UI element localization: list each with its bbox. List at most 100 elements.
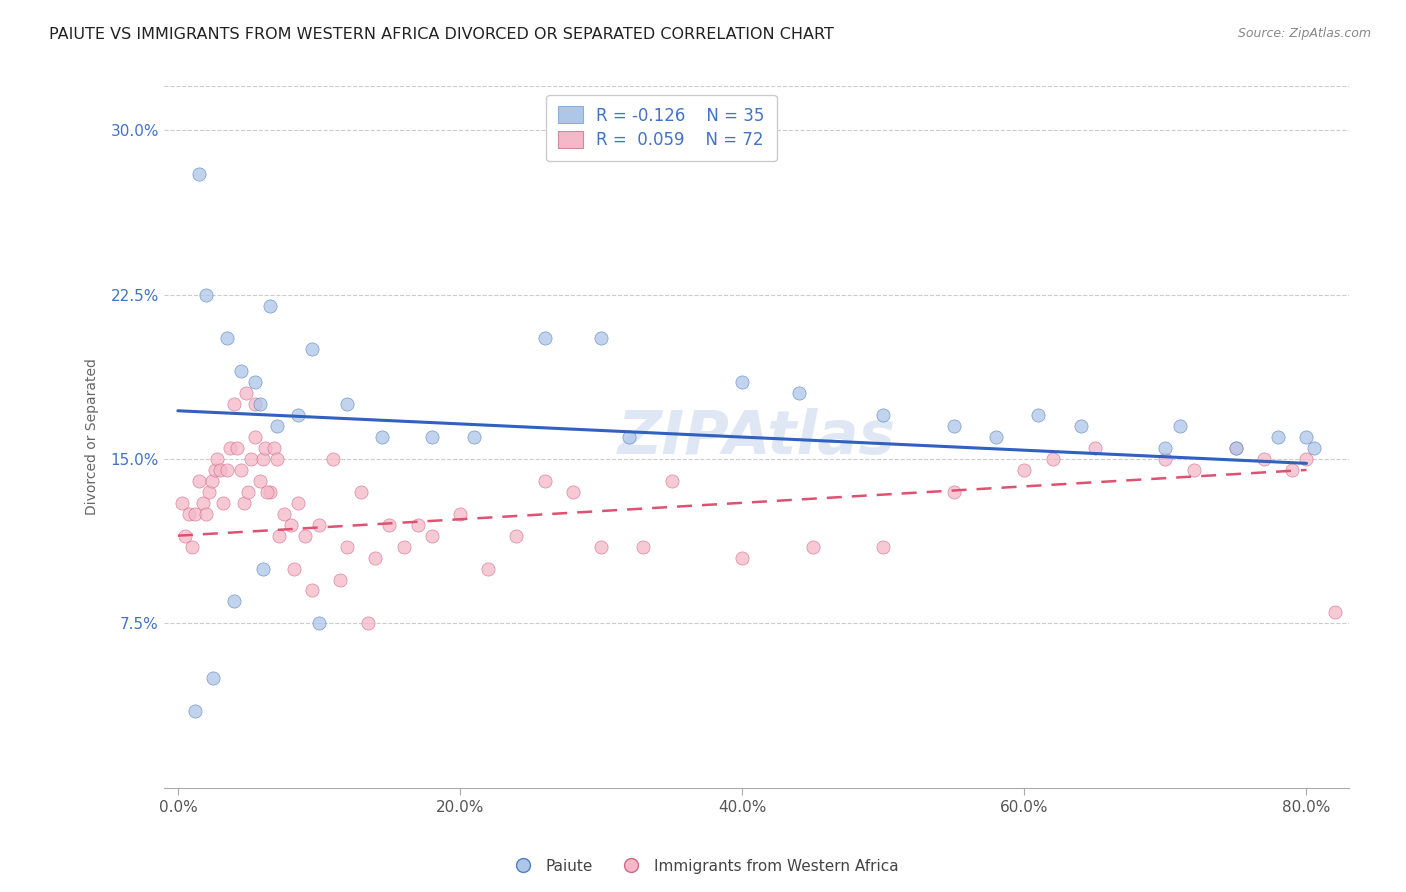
- Point: [231, 364, 253, 378]
- Point: [308, 517, 330, 532]
- Point: [1182, 463, 1205, 477]
- Point: [233, 496, 256, 510]
- Point: [1302, 441, 1324, 455]
- Point: [259, 484, 281, 499]
- Point: [1267, 430, 1289, 444]
- Point: [533, 474, 555, 488]
- Point: [731, 550, 754, 565]
- Point: [872, 540, 894, 554]
- Point: [195, 287, 218, 301]
- Point: [336, 540, 359, 554]
- Point: [420, 430, 443, 444]
- Point: [984, 430, 1007, 444]
- Point: [231, 463, 253, 477]
- Point: [1070, 419, 1092, 434]
- Point: [245, 397, 267, 411]
- Point: [661, 474, 683, 488]
- Point: [872, 408, 894, 422]
- Point: [204, 463, 226, 477]
- Point: [1323, 606, 1346, 620]
- Point: [252, 561, 274, 575]
- Point: [449, 507, 471, 521]
- Point: [561, 484, 583, 499]
- Point: [181, 540, 204, 554]
- Point: [294, 529, 316, 543]
- Point: [787, 386, 810, 401]
- Point: [240, 452, 263, 467]
- Point: [1225, 441, 1247, 455]
- Point: [591, 331, 613, 345]
- Point: [731, 376, 754, 390]
- Point: [269, 529, 291, 543]
- Legend: Paiute, Immigrants from Western Africa: Paiute, Immigrants from Western Africa: [501, 853, 905, 880]
- Point: [266, 419, 288, 434]
- Point: [1154, 441, 1177, 455]
- Point: [505, 529, 527, 543]
- Point: [364, 550, 387, 565]
- Point: [245, 376, 267, 390]
- Point: [357, 616, 380, 631]
- Point: [942, 419, 965, 434]
- Point: [1253, 452, 1275, 467]
- Point: [219, 441, 242, 455]
- Point: [217, 331, 239, 345]
- Point: [179, 507, 201, 521]
- Point: [259, 299, 281, 313]
- Point: [254, 441, 277, 455]
- Point: [1028, 408, 1050, 422]
- Point: [184, 704, 207, 718]
- Point: [619, 430, 641, 444]
- Text: Source: ZipAtlas.com: Source: ZipAtlas.com: [1237, 27, 1371, 40]
- Point: [533, 331, 555, 345]
- Point: [188, 167, 211, 181]
- Point: [301, 583, 323, 598]
- Point: [329, 573, 352, 587]
- Point: [209, 463, 232, 477]
- Point: [350, 484, 373, 499]
- Point: [1014, 463, 1036, 477]
- Legend: R = -0.126    N = 35, R =  0.059    N = 72: R = -0.126 N = 35, R = 0.059 N = 72: [547, 95, 776, 161]
- Point: [172, 496, 194, 510]
- Point: [322, 452, 344, 467]
- Point: [283, 561, 305, 575]
- Point: [263, 441, 285, 455]
- Point: [371, 430, 394, 444]
- Point: [378, 517, 401, 532]
- Point: [266, 452, 288, 467]
- Point: [256, 484, 278, 499]
- Point: [392, 540, 415, 554]
- Y-axis label: Divorced or Separated: Divorced or Separated: [86, 359, 100, 516]
- Point: [1084, 441, 1107, 455]
- Point: [212, 496, 235, 510]
- Point: [207, 452, 229, 467]
- Point: [301, 343, 323, 357]
- Point: [249, 397, 271, 411]
- Point: [463, 430, 485, 444]
- Point: [226, 441, 249, 455]
- Point: [201, 474, 224, 488]
- Point: [184, 507, 207, 521]
- Point: [224, 397, 246, 411]
- Point: [174, 529, 197, 543]
- Point: [477, 561, 499, 575]
- Point: [633, 540, 655, 554]
- Text: ZIPAtlas: ZIPAtlas: [617, 408, 896, 467]
- Point: [1281, 463, 1303, 477]
- Point: [252, 452, 274, 467]
- Point: [1168, 419, 1191, 434]
- Point: [235, 386, 257, 401]
- Point: [1154, 452, 1177, 467]
- Point: [188, 474, 211, 488]
- Point: [1295, 430, 1317, 444]
- Point: [193, 496, 215, 510]
- Point: [801, 540, 824, 554]
- Point: [420, 529, 443, 543]
- Point: [280, 517, 302, 532]
- Point: [287, 408, 309, 422]
- Point: [195, 507, 218, 521]
- Point: [336, 397, 359, 411]
- Point: [308, 616, 330, 631]
- Point: [245, 430, 267, 444]
- Point: [217, 463, 239, 477]
- Point: [1295, 452, 1317, 467]
